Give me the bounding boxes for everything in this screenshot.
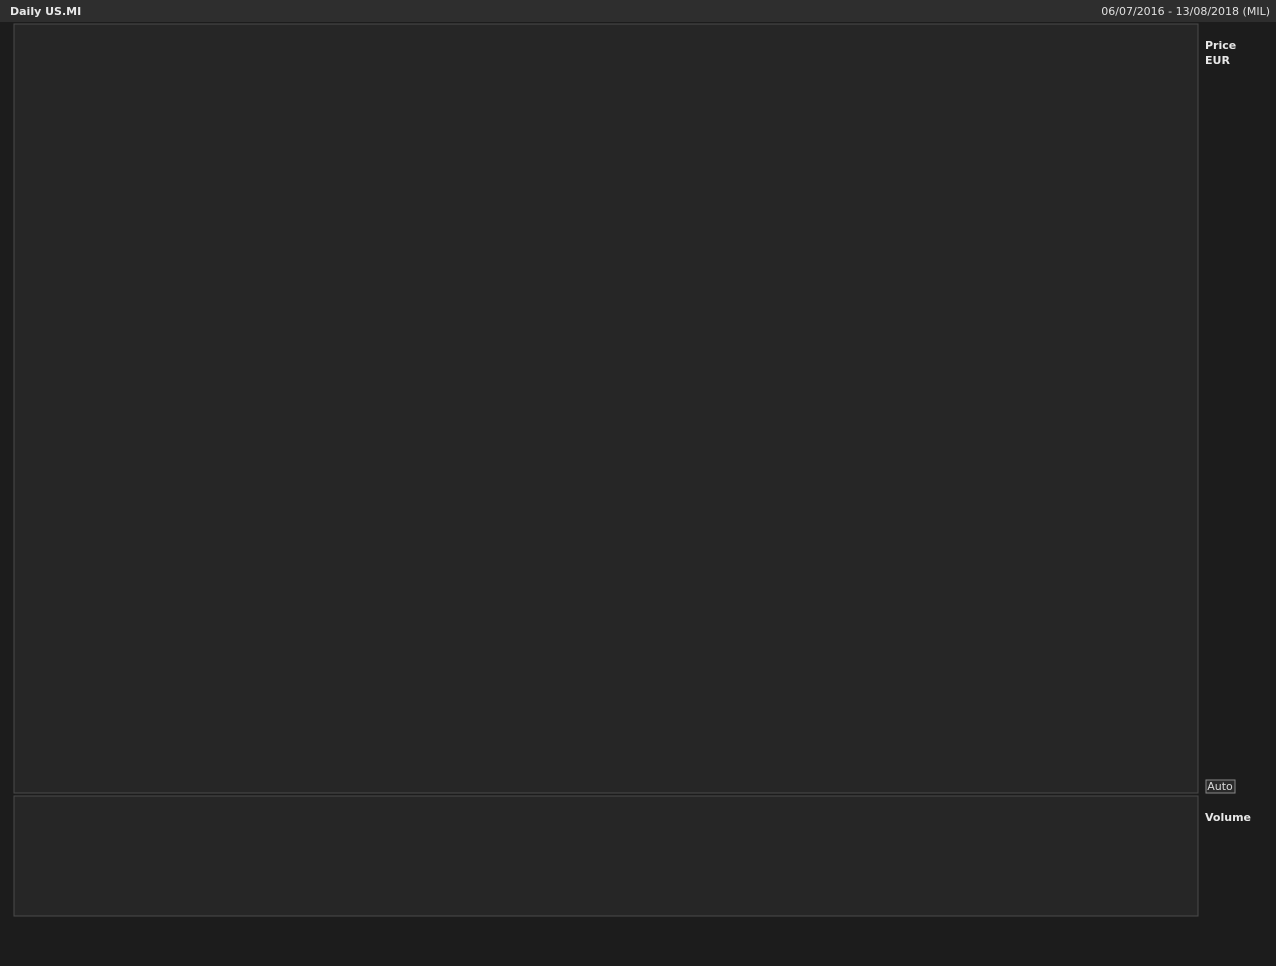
price-panel xyxy=(13,23,1199,794)
x-axis-area xyxy=(14,918,1198,948)
volume-panel xyxy=(13,795,1199,917)
date-range: 06/07/2016 - 13/08/2018 (MIL) xyxy=(1101,5,1270,18)
auto-button[interactable] xyxy=(1205,779,1236,794)
auto-button-label[interactable]: Auto xyxy=(1207,780,1233,793)
volume-axis-title: Volume xyxy=(1205,811,1251,824)
header-bar xyxy=(0,0,1276,22)
chart-title: Daily US.MI xyxy=(10,5,81,18)
y-axis-title: Price xyxy=(1205,39,1236,52)
y-axis-unit: EUR xyxy=(1205,54,1230,67)
axes: Price EUR Volume Auto xyxy=(1205,39,1251,824)
